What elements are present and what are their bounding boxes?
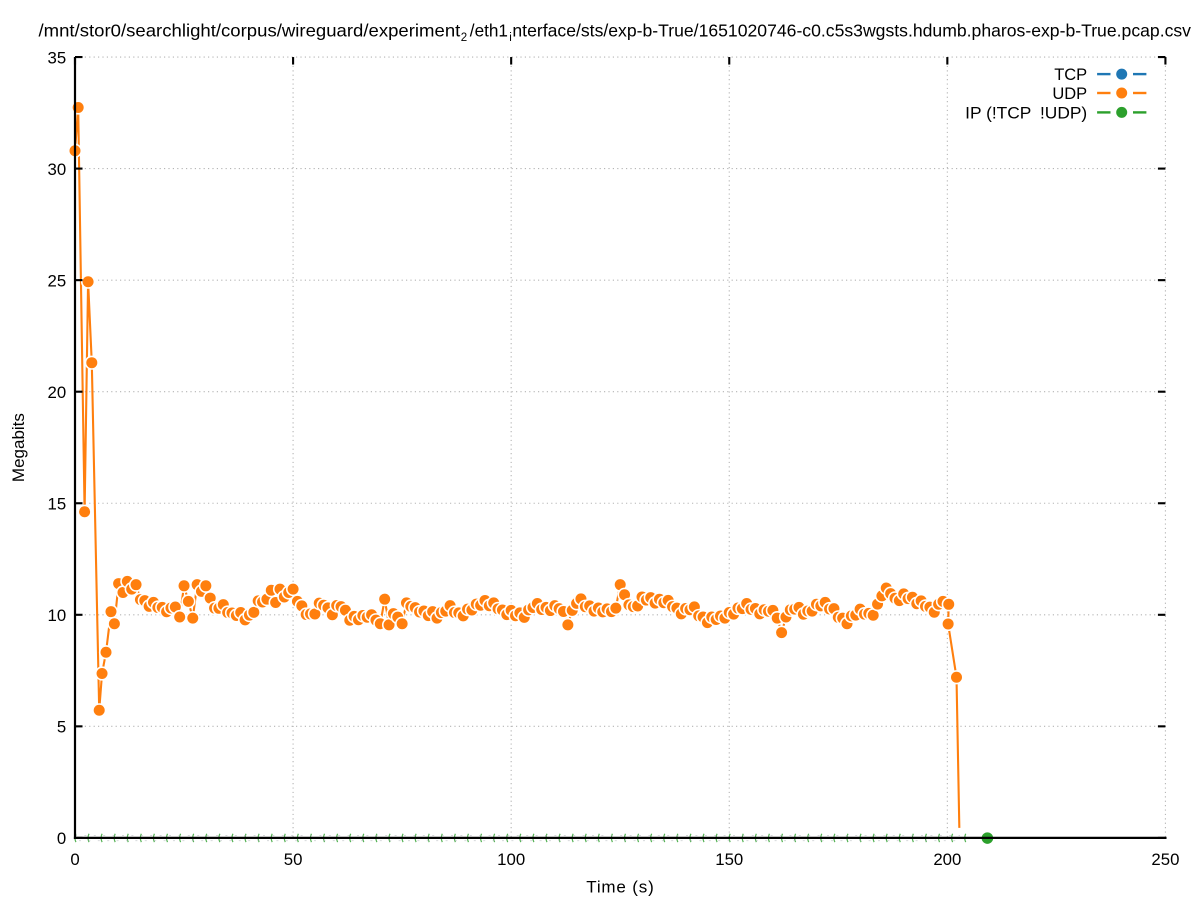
svg-text:i: i <box>509 32 512 44</box>
svg-text:Time (s): Time (s) <box>586 878 654 897</box>
svg-text:/mnt/stor0/searchlight/corpus/: /mnt/stor0/searchlight/corpus/wireguard/… <box>39 20 461 40</box>
svg-text:0: 0 <box>70 850 79 869</box>
svg-text:TCP: TCP <box>1054 66 1087 84</box>
svg-text:Megabits: Megabits <box>9 413 28 482</box>
svg-text:25: 25 <box>48 271 67 290</box>
svg-text:nterface/sts/exp-b-True/165102: nterface/sts/exp-b-True/1651020746-c0.c5… <box>512 20 1191 40</box>
svg-text:50: 50 <box>284 850 303 869</box>
svg-text:5: 5 <box>57 718 66 737</box>
svg-text:15: 15 <box>48 494 67 513</box>
svg-text:2: 2 <box>461 32 467 44</box>
svg-text:200: 200 <box>933 850 961 869</box>
svg-text:35: 35 <box>48 48 67 67</box>
svg-text:0: 0 <box>57 829 66 848</box>
svg-text:30: 30 <box>48 160 67 179</box>
svg-text:20: 20 <box>48 383 67 402</box>
svg-text:150: 150 <box>715 850 743 869</box>
svg-text:100: 100 <box>497 850 525 869</box>
svg-text:UDP: UDP <box>1052 85 1087 103</box>
svg-text:/eth1: /eth1 <box>470 20 508 40</box>
svg-text:IP (!TCP !UDP): IP (!TCP !UDP) <box>965 104 1087 122</box>
svg-text:250: 250 <box>1151 850 1179 869</box>
svg-text:10: 10 <box>48 606 67 625</box>
